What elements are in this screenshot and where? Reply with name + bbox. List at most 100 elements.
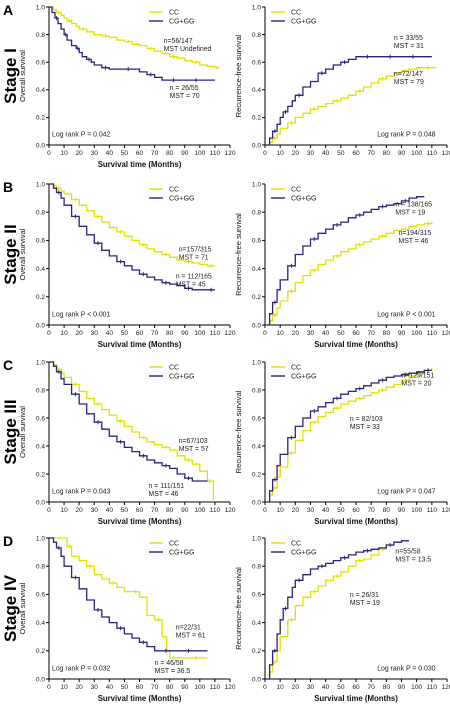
chart-5: 0.0 0.2 0.4 0.6 0.8 1.0 0 10 20 30 40 50 60 70 80 90 100… <box>18 359 236 526</box>
legend-entry-cggg: CG+GG <box>291 19 316 26</box>
y-axis-label: Overall survival <box>18 582 27 634</box>
x-tick-label: 50 <box>121 507 129 514</box>
y-tick-label: 1.0 <box>36 359 45 366</box>
x-tick-label: 10 <box>60 684 68 691</box>
series-line-cc <box>49 183 215 267</box>
x-tick-label: 110 <box>427 330 438 337</box>
legend-entry-cggg: CG+GG <box>291 374 316 381</box>
annotation-text: MST = 19 <box>350 600 380 607</box>
x-tick-label: 30 <box>307 684 315 691</box>
x-tick-label: 90 <box>181 684 189 691</box>
annotation-text: n=22/31 <box>176 625 201 632</box>
annotation-text: n = 112/165 <box>176 273 212 280</box>
y-tick-label: 0.4 <box>36 266 45 273</box>
annotation-text: MST = 57 <box>179 446 209 453</box>
y-tick-label: 1.0 <box>252 181 261 188</box>
legend-entry-cggg: CG+GG <box>169 550 194 557</box>
x-tick-label: 0 <box>47 150 51 157</box>
x-tick-label: 120 <box>224 330 235 337</box>
x-tick-label: 10 <box>276 150 284 157</box>
x-tick-label: 100 <box>194 330 205 337</box>
x-tick-label: 60 <box>352 330 360 337</box>
x-tick-label: 50 <box>121 684 129 691</box>
y-tick-label: 0.2 <box>36 294 45 301</box>
x-tick-label: 20 <box>75 330 83 337</box>
x-tick-label: 60 <box>352 507 360 514</box>
stage-label-3: Stage III <box>1 399 20 464</box>
x-tick-label: 20 <box>75 684 83 691</box>
y-tick-label: 0.4 <box>252 87 261 94</box>
y-tick-label: 0.8 <box>36 387 45 394</box>
legend-entry-cc: CC <box>291 187 301 194</box>
x-tick-label: 120 <box>441 150 450 157</box>
x-tick-label: 110 <box>210 330 221 337</box>
x-tick-label: 40 <box>322 330 330 337</box>
annotation-text: n=55/58 <box>395 549 420 556</box>
series-line-cggg <box>265 369 432 503</box>
stage-label-1: Stage I <box>1 48 20 104</box>
annotation-text: n=157/315 <box>179 247 212 254</box>
annotation-text: n=194/315 <box>398 230 431 237</box>
x-tick-label: 30 <box>307 507 315 514</box>
x-tick-label: 100 <box>411 507 422 514</box>
annotation-text: n = 46/58 <box>155 660 184 667</box>
x-tick-label: 120 <box>441 684 450 691</box>
legend-entry-cggg: CG+GG <box>291 196 316 203</box>
x-tick-label: 80 <box>383 507 391 514</box>
series-line-cc <box>265 541 402 680</box>
chart-4: 0.0 0.2 0.4 0.6 0.8 1.0 0 10 20 30 40 50 60 70 80 90 100… <box>234 181 450 349</box>
x-tick-label: 70 <box>367 507 375 514</box>
x-axis-label: Survival time (Months) <box>314 340 398 349</box>
legend-entry-cc: CC <box>169 187 179 194</box>
legend-entry-cggg: CG+GG <box>291 550 316 557</box>
x-tick-label: 70 <box>367 684 375 691</box>
x-tick-label: 10 <box>276 330 284 337</box>
y-tick-label: 0.6 <box>36 415 45 422</box>
x-tick-label: 10 <box>60 150 68 157</box>
annotation-text: MST = 31 <box>394 43 424 50</box>
chart-6: 0.0 0.2 0.4 0.6 0.8 1.0 0 10 20 30 40 50 60 70 80 90 100… <box>234 359 450 526</box>
x-axis-label: Survival time (Months) <box>314 517 398 526</box>
annotation-text: MST Undefined <box>164 46 212 53</box>
legend-entry-cggg: CG+GG <box>169 374 194 381</box>
x-tick-label: 20 <box>292 150 300 157</box>
y-tick-label: 0.6 <box>252 60 261 67</box>
x-tick-label: 110 <box>210 150 221 157</box>
annotation-text: n = 82/103 <box>350 416 383 423</box>
x-tick-label: 70 <box>367 150 375 157</box>
panel-letter-c: C <box>3 357 13 373</box>
panel-letter-d: D <box>3 533 13 549</box>
x-tick-label: 80 <box>383 150 391 157</box>
x-tick-label: 40 <box>322 507 330 514</box>
annotation-text: MST = 33 <box>350 424 380 431</box>
x-tick-label: 90 <box>398 150 406 157</box>
y-tick-label: 0.8 <box>36 564 45 571</box>
x-tick-label: 30 <box>91 330 99 337</box>
x-axis-label: Survival time (Months) <box>98 160 182 169</box>
x-tick-label: 10 <box>276 507 284 514</box>
annotation-text: Log rank P < 0.001 <box>377 312 435 319</box>
y-tick-label: 0.2 <box>252 294 261 301</box>
y-tick-label: 0.8 <box>252 210 261 217</box>
annotation-text: MST = 61 <box>176 633 206 640</box>
y-tick-label: 0.4 <box>36 443 45 450</box>
y-tick-label: 0.0 <box>36 322 45 329</box>
x-tick-label: 70 <box>151 330 159 337</box>
x-axis-label: Survival time (Months) <box>314 694 398 703</box>
chart-1: 0.0 0.2 0.4 0.6 0.8 1.0 0 10 20 30 40 50 60 70 80 90 100… <box>18 4 236 169</box>
legend-entry-cggg: CG+GG <box>169 196 194 203</box>
x-tick-label: 10 <box>60 507 68 514</box>
x-tick-label: 20 <box>292 330 300 337</box>
y-tick-label: 0.4 <box>252 443 261 450</box>
x-tick-label: 70 <box>367 330 375 337</box>
series-line-cggg <box>49 6 215 81</box>
series-line-cc <box>265 67 437 146</box>
annotation-text: MST = 70 <box>170 93 200 100</box>
x-tick-label: 90 <box>398 330 406 337</box>
x-tick-label: 10 <box>276 684 284 691</box>
annotation-text: Log rank P = 0.048 <box>377 132 435 139</box>
x-tick-label: 40 <box>106 330 114 337</box>
x-tick-label: 50 <box>337 330 345 337</box>
panel-letter-a: A <box>3 2 13 18</box>
y-tick-label: 0.4 <box>252 620 261 627</box>
